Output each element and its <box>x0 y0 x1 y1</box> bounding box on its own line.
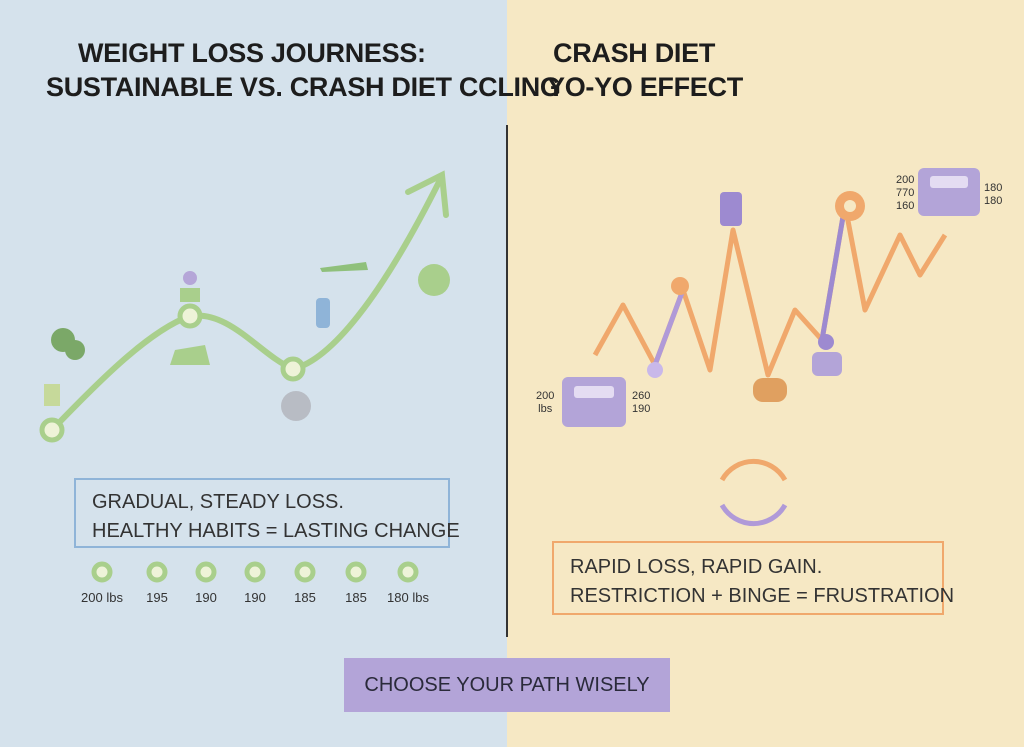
right-caption: RAPID LOSS, RAPID GAIN. RESTRICTION + BI… <box>556 547 968 617</box>
scale-text: 260 <box>632 390 651 402</box>
right-title: YO-YO EFFECT <box>547 72 743 102</box>
scale-text: 160 <box>896 200 915 212</box>
milestones <box>39 303 306 443</box>
left-box-border <box>74 478 450 548</box>
weight-label: 190 <box>244 590 266 605</box>
left-caption: GRADUAL, STEADY LOSS. HEALTHY HABITS = L… <box>78 482 474 552</box>
scale-label: 200 lbs <box>536 390 554 416</box>
right-title: CRASH DIET <box>553 38 716 68</box>
caption-line: GRADUAL, STEADY LOSS. <box>92 491 344 513</box>
yoyo-line <box>592 202 948 378</box>
weight-label: 190 <box>195 590 217 605</box>
scale-label: 200 770 160 <box>896 174 914 213</box>
yoyo-accent <box>652 289 686 366</box>
scale-text: 200 <box>536 390 555 402</box>
yoyo-accent <box>819 204 848 341</box>
choose-button[interactable]: CHOOSE YOUR PATH WISELY <box>344 658 670 712</box>
arrow-head <box>405 170 449 218</box>
caption-line: RAPID LOSS, RAPID GAIN. <box>570 556 823 578</box>
scale-label: 180 180 <box>984 182 1002 208</box>
scale-text: 770 <box>896 187 915 199</box>
scale-text: 200 <box>896 174 915 186</box>
weight-label: 185 <box>345 590 367 605</box>
caption-line: HEALTHY HABITS = LASTING CHANGE <box>92 520 460 542</box>
icons <box>44 262 450 421</box>
caption-line: RESTRICTION + BINGE = FRUSTRATION <box>570 585 955 607</box>
left-title: WEIGHT LOSS JOURNESS: <box>78 38 426 68</box>
weight-label: 180 lbs <box>387 590 429 605</box>
icons <box>562 168 980 427</box>
left-title: SUSTAINABLE VS. CRASH DIET CCLING <box>46 72 561 102</box>
right-box-border <box>552 541 944 615</box>
cycle-arrows <box>719 458 788 527</box>
scale-text: lbs <box>538 403 553 415</box>
scale-text: 190 <box>632 403 651 415</box>
sustainable-line <box>49 178 443 433</box>
weight-label: 195 <box>146 590 168 605</box>
weight-label: 185 <box>294 590 316 605</box>
scale-label: 260 190 <box>632 390 650 416</box>
scale-text: 180 <box>984 195 1003 207</box>
scale-text: 180 <box>984 182 1003 194</box>
weight-label: 200 lbs <box>81 590 123 605</box>
weight-dots <box>91 561 419 583</box>
